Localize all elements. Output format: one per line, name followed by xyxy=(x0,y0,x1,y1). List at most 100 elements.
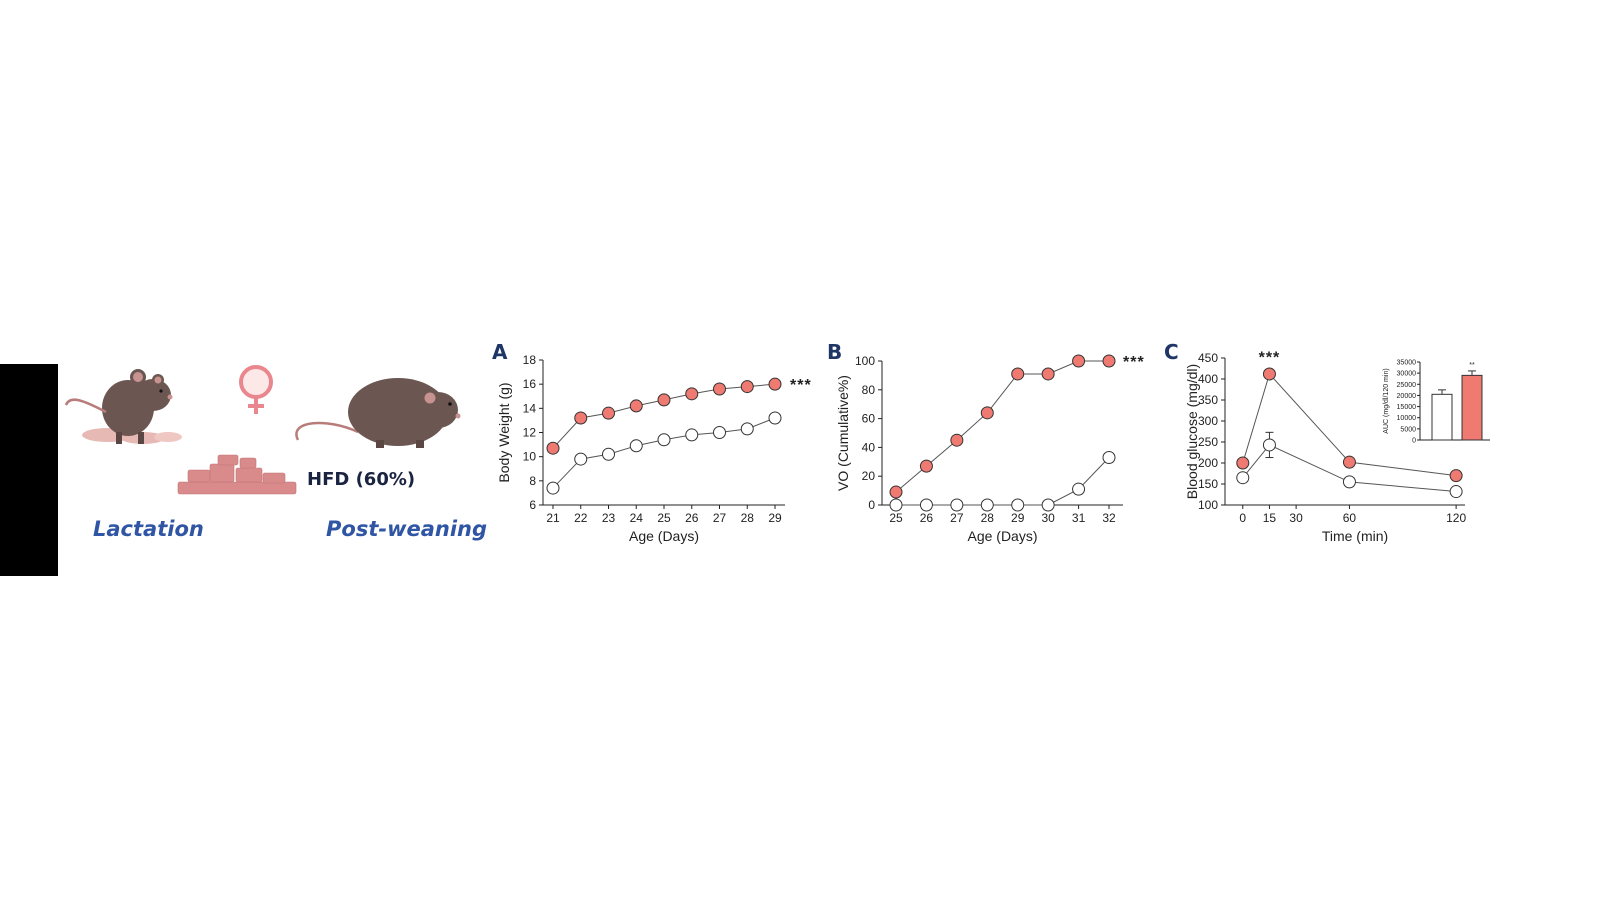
y-tick-label-c: 200 xyxy=(1198,456,1218,470)
y-axis-label-a: Body Weight (g) xyxy=(496,382,512,482)
data-point-b xyxy=(980,406,994,420)
y-axis-label-c: Blood glucose (mg/dl) xyxy=(1184,364,1200,499)
data-point-c xyxy=(1449,485,1463,499)
x-tick-label-a: 22 xyxy=(574,511,588,525)
data-point-b xyxy=(1011,367,1025,381)
x-tick-label-a: 26 xyxy=(685,511,699,525)
panel-letter-b: B xyxy=(827,340,842,364)
inset-bar xyxy=(1461,374,1483,441)
data-point-b xyxy=(1072,354,1086,368)
y-tick-label-c: 350 xyxy=(1198,393,1218,407)
x-tick-label-c: 0 xyxy=(1239,511,1246,525)
y-tick-label-c: 450 xyxy=(1198,351,1218,365)
data-point-a xyxy=(629,399,643,413)
y-tick-label-b: 20 xyxy=(862,469,876,483)
x-tick-label-b: 29 xyxy=(1011,511,1025,525)
chart-c-svg: C 100 150 200 250 300 350 400 450 0 15 30 60 120 Time … xyxy=(1164,340,1490,544)
y-tick-label-c: 400 xyxy=(1198,372,1218,386)
food-pellets-icon xyxy=(177,454,297,495)
data-point-c xyxy=(1342,475,1356,489)
x-tick-label-b: 25 xyxy=(889,511,903,525)
y-tick-label-a: 14 xyxy=(523,401,537,415)
data-point-a xyxy=(768,377,782,391)
data-point-c xyxy=(1262,367,1276,381)
chart-a-svg: A 6 8 10 12 14 16 18 21 22 23 24 25 26 27 28 29 Age (Days… xyxy=(492,340,812,544)
hfd-label: HFD (60%) xyxy=(307,469,416,490)
y-tick-label-b: 100 xyxy=(855,354,875,368)
inset-y-tick-label: 0 xyxy=(1412,438,1416,445)
data-point-b xyxy=(919,498,933,512)
panel-letter-a: A xyxy=(492,340,508,364)
y-tick-label-a: 8 xyxy=(529,474,536,488)
panel-letter-c: C xyxy=(1164,340,1179,364)
chart-b: B 0 20 40 60 80 100 25 26 27 28 29 30 31 32 Age (Days) V… xyxy=(827,340,1180,570)
inset-y-tick-label: 25000 xyxy=(1397,382,1417,389)
data-point-a xyxy=(574,411,588,425)
x-tick-label-c: 30 xyxy=(1289,511,1303,525)
data-point-a xyxy=(685,387,699,401)
series-line-c xyxy=(1242,372,1457,477)
y-tick-label-a: 6 xyxy=(529,498,536,512)
data-point-a xyxy=(657,393,671,407)
data-point-b xyxy=(1041,498,1055,512)
chart-a: A 6 8 10 12 14 16 18 21 22 23 24 25 26 27 28 29 Age (Days… xyxy=(492,340,840,570)
x-tick-label-a: 23 xyxy=(602,511,616,525)
y-tick-label-b: 40 xyxy=(862,440,876,454)
y-tick-label-c: 150 xyxy=(1198,477,1218,491)
y-tick-label-b: 0 xyxy=(868,498,875,512)
data-point-a xyxy=(713,426,726,439)
x-tick-label-b: 27 xyxy=(950,511,964,525)
significance-marker-c: *** xyxy=(1259,349,1281,366)
x-axis-label-b: Age (Days) xyxy=(967,528,1037,544)
inset-y-tick-label: 35000 xyxy=(1397,360,1417,367)
female-symbol-icon xyxy=(239,365,273,414)
data-point-a xyxy=(685,428,699,442)
mother-mouse-with-pups-icon xyxy=(64,369,182,444)
y-axis-label-b: VO (Cumulative%) xyxy=(835,375,851,491)
x-tick-label-a: 28 xyxy=(741,511,755,525)
y-tick-label-a: 16 xyxy=(523,377,537,391)
chart-c: C 100 150 200 250 300 350 400 450 0 15 30 60 120 Time … xyxy=(1164,340,1545,570)
data-point-c xyxy=(1342,455,1356,469)
experimental-design-illustration xyxy=(64,365,461,495)
data-point-b xyxy=(1072,482,1086,496)
data-point-b xyxy=(1041,367,1055,381)
inset-y-tick-label: 15000 xyxy=(1397,404,1417,411)
significance-marker-a: *** xyxy=(790,377,812,394)
series-line-c xyxy=(1242,444,1457,493)
x-tick-label-a: 29 xyxy=(768,511,782,525)
data-point-a xyxy=(740,422,754,436)
data-point-a xyxy=(602,406,615,420)
chart-b-svg: B 0 20 40 60 80 100 25 26 27 28 29 30 31 32 Age (Days) V… xyxy=(827,340,1145,544)
y-tick-label-a: 18 xyxy=(523,353,537,367)
significance-marker-b: *** xyxy=(1123,354,1145,371)
x-axis-label-a: Age (Days) xyxy=(629,528,699,544)
post-weaning-label: Post-weaning xyxy=(326,517,488,541)
x-tick-label-b: 30 xyxy=(1041,511,1055,525)
data-point-a xyxy=(713,382,726,396)
y-tick-label-b: 60 xyxy=(862,412,876,426)
inset-bar xyxy=(1431,393,1453,441)
data-point-a xyxy=(602,447,615,461)
data-point-a xyxy=(574,452,588,466)
data-point-b xyxy=(950,498,964,512)
data-point-a xyxy=(657,433,671,447)
y-tick-label-c: 250 xyxy=(1198,435,1218,449)
data-point-b xyxy=(950,433,964,447)
data-point-c xyxy=(1236,456,1250,470)
black-side-bar xyxy=(0,364,58,576)
data-point-a xyxy=(546,441,560,455)
data-point-a xyxy=(740,380,754,394)
x-tick-label-b: 32 xyxy=(1102,511,1116,525)
data-point-b xyxy=(1102,354,1116,368)
x-tick-label-b: 31 xyxy=(1072,511,1086,525)
data-point-b xyxy=(889,485,903,499)
x-tick-label-c: 15 xyxy=(1263,511,1277,525)
inset-y-tick-label: 10000 xyxy=(1397,415,1417,422)
x-tick-label-c: 60 xyxy=(1343,511,1357,525)
y-tick-label-a: 12 xyxy=(523,426,537,440)
inset-y-tick-label: 20000 xyxy=(1397,393,1417,400)
data-point-c xyxy=(1236,471,1250,485)
x-tick-label-a: 21 xyxy=(546,511,560,525)
y-tick-label-a: 10 xyxy=(523,450,537,464)
